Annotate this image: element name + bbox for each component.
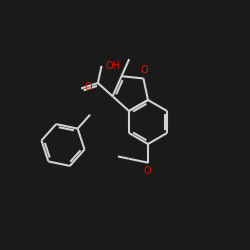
Text: O: O	[140, 66, 148, 76]
Text: O: O	[84, 82, 92, 92]
Text: O: O	[143, 166, 151, 176]
Text: OH: OH	[106, 61, 120, 71]
